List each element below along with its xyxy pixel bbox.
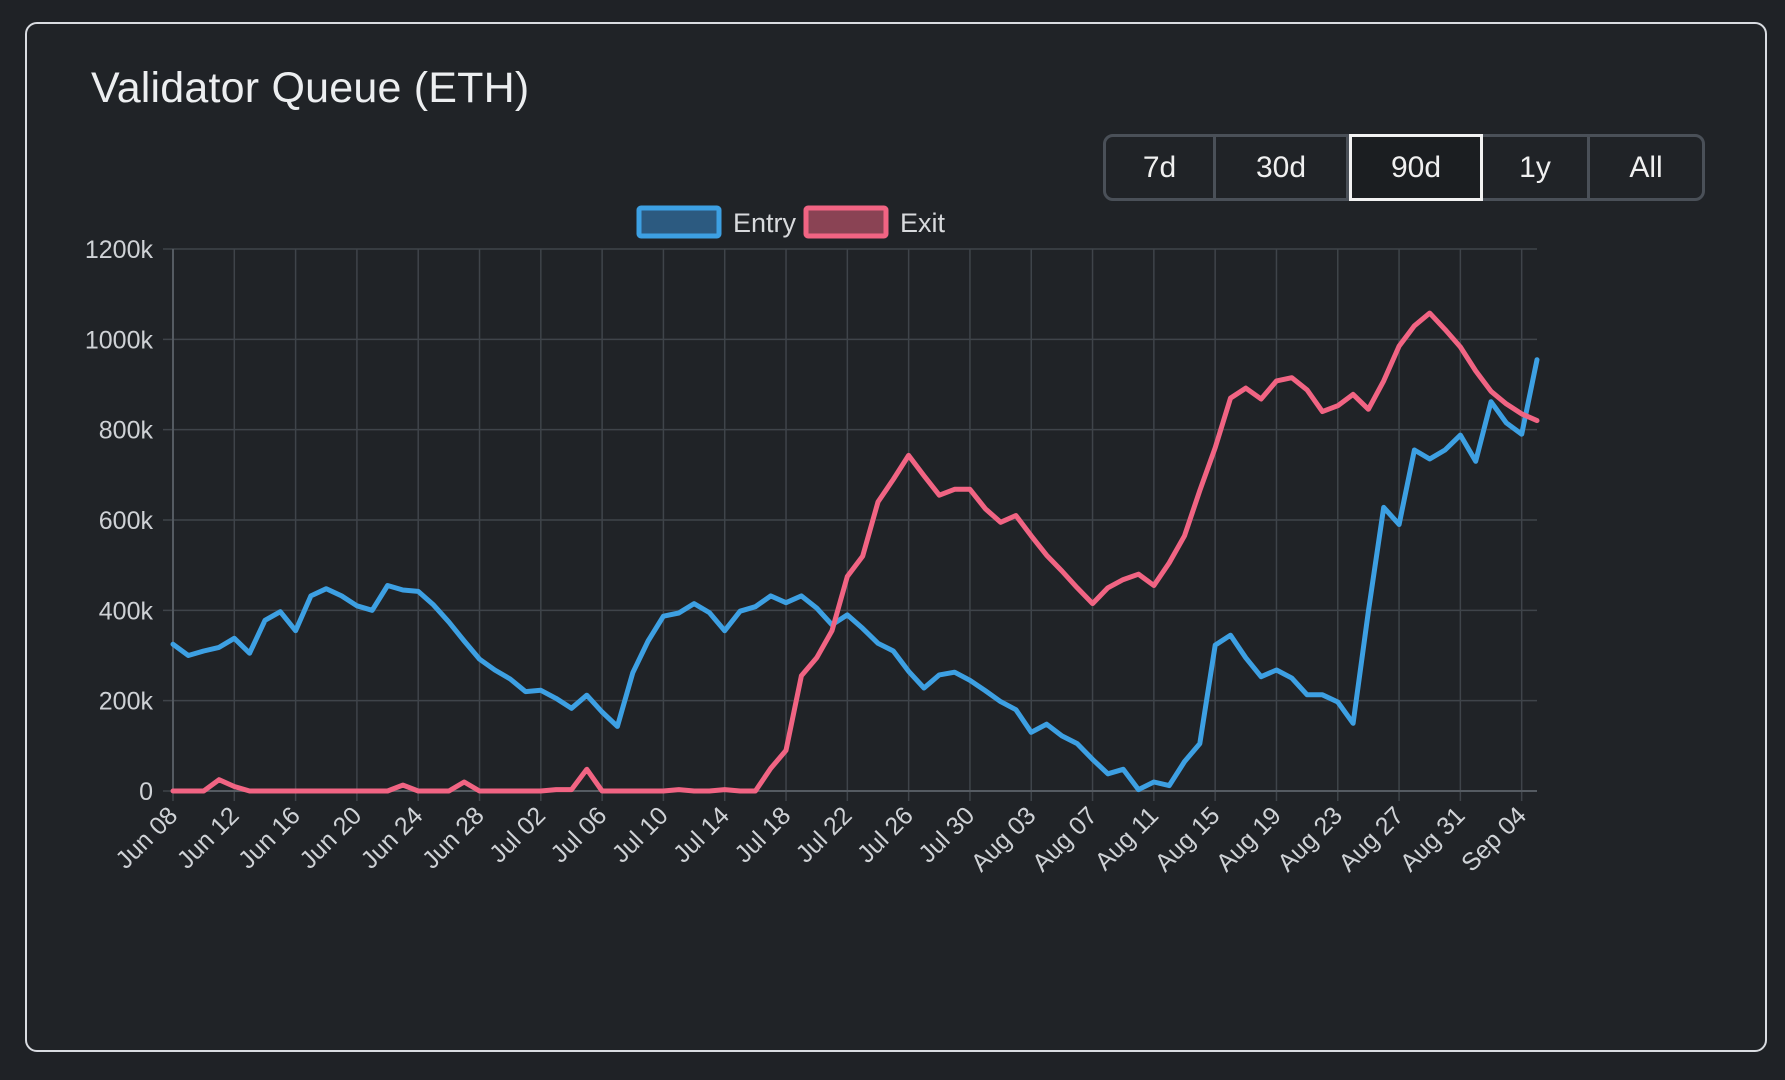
y-tick-label: 400k	[99, 597, 154, 625]
y-tick-label: 600k	[99, 507, 154, 535]
x-tick-label: Jun 24	[356, 801, 429, 874]
y-tick-label: 200k	[99, 688, 154, 716]
x-tick-label: Aug 15	[1150, 801, 1226, 877]
x-tick-label: Jul 14	[668, 801, 735, 868]
range-button-7d[interactable]: 7d	[1106, 137, 1216, 198]
range-button-all[interactable]: All	[1629, 150, 1663, 184]
x-tick-label: Jul 18	[729, 801, 796, 868]
x-tick-label: Jun 28	[417, 801, 490, 874]
card-title: Validator Queue (ETH)	[91, 64, 530, 112]
legend-swatch-entry[interactable]	[636, 205, 722, 239]
x-tick-label: Jul 10	[607, 801, 674, 868]
x-tick-label: Aug 03	[966, 801, 1042, 877]
y-tick-label: 1200k	[85, 236, 154, 264]
y-tick-label: 0	[139, 778, 153, 806]
range-button-90d[interactable]: 90d	[1349, 134, 1483, 201]
x-tick-label: Jul 22	[791, 801, 858, 868]
x-tick-label: Aug 23	[1272, 801, 1348, 877]
chart-card: Validator Queue (ETH) 7d 30d 90d 1y All 0 200…	[25, 22, 1767, 1052]
y-tick-label: 1000k	[85, 326, 154, 354]
x-tick-label: Aug 19	[1211, 801, 1287, 877]
x-tick-label: Aug 31	[1395, 801, 1471, 877]
x-tick-label: Jul 06	[545, 801, 612, 868]
x-tick-label: Aug 07	[1027, 801, 1103, 877]
x-tick-label: Jul 26	[852, 801, 919, 868]
series-line-exit	[170, 310, 1540, 794]
legend-label-entry[interactable]: Entry	[733, 208, 797, 238]
range-button-1y[interactable]: 1y	[1483, 137, 1590, 198]
x-tick-label: Jun 16	[233, 801, 306, 874]
x-tick-label: Aug 27	[1333, 801, 1409, 877]
legend-swatch-exit[interactable]	[803, 205, 889, 239]
series-line-entry	[170, 357, 1540, 793]
x-tick-label: Aug 11	[1090, 801, 1165, 876]
x-tick-label: Jun 20	[294, 801, 367, 874]
x-tick-label: Sep 04	[1456, 801, 1532, 877]
range-selector: 7d 30d 90d 1y All	[1103, 134, 1705, 201]
x-tick-label: Jul 02	[484, 801, 551, 868]
range-button-30d[interactable]: 30d	[1216, 137, 1349, 198]
x-tick-label: Jun 12	[172, 801, 245, 874]
legend-label-exit[interactable]: Exit	[900, 208, 946, 238]
x-tick-label: Jun 08	[110, 801, 183, 874]
y-tick-label: 800k	[99, 417, 154, 445]
